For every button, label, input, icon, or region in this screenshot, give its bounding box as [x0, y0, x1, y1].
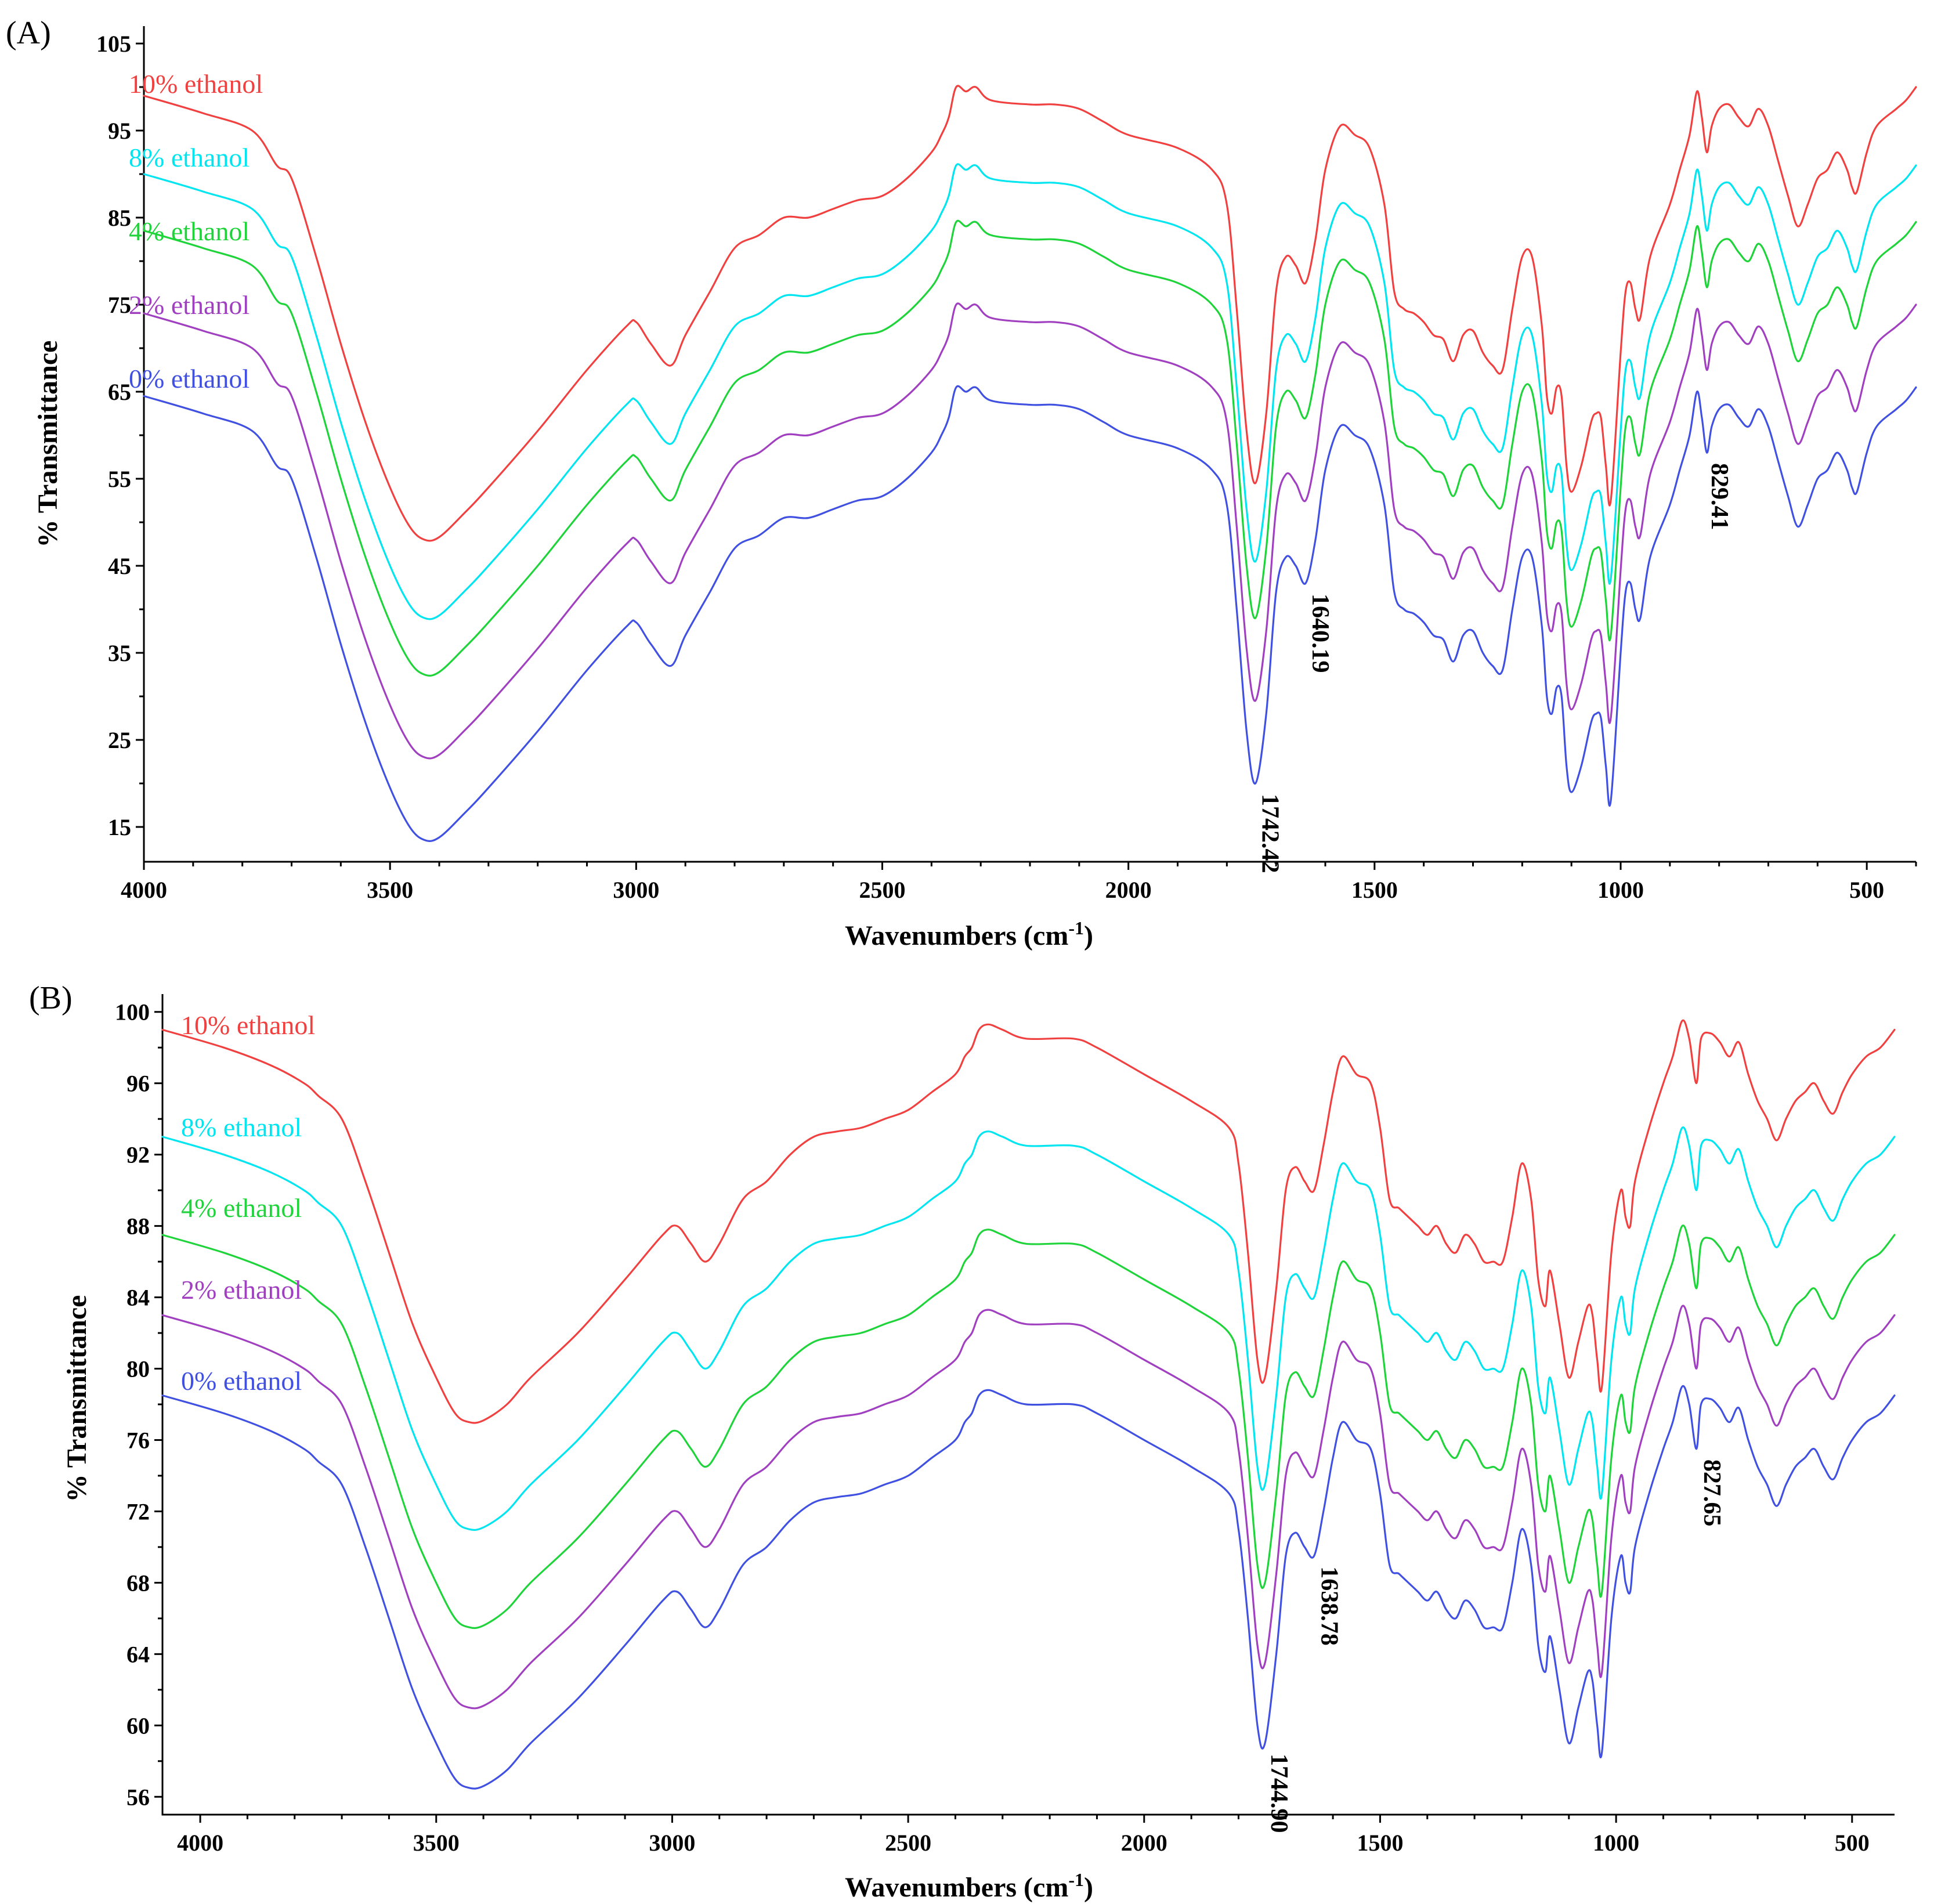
y-tick-label: 60 [126, 1712, 150, 1739]
peak-annotation: 827.65 [1698, 1459, 1725, 1527]
y-tick-label: 25 [108, 727, 131, 753]
y-tick-label: 84 [126, 1285, 150, 1311]
peak-annotation: 1638.78 [1315, 1566, 1342, 1646]
series-line-10-ethanol [143, 85, 1917, 542]
legend-label: 8% ethanol [181, 1112, 302, 1142]
x-tick-label: 4000 [121, 877, 167, 903]
legend-label: 2% ethanol [129, 290, 250, 320]
series-line-4-ethanol [161, 1224, 1896, 1630]
x-tick-label: 1000 [1597, 877, 1644, 903]
y-tick-label: 55 [108, 466, 131, 492]
x-tick-label: 2500 [859, 877, 906, 903]
series-line-4-ethanol [143, 219, 1917, 677]
x-tick-label: 4000 [177, 1830, 223, 1856]
x-tick-label: 1500 [1357, 1830, 1403, 1856]
y-tick-label: 76 [126, 1427, 150, 1453]
y-tick-label: 85 [108, 205, 131, 231]
x-tick-label: 500 [1835, 1830, 1870, 1856]
x-tick-label: 500 [1849, 877, 1884, 903]
y-tick-label: 100 [115, 999, 150, 1025]
y-tick-label: 96 [126, 1071, 150, 1097]
y-tick-label: 92 [126, 1142, 150, 1168]
y-tick-label: 72 [126, 1498, 150, 1524]
y-tick-label: 75 [108, 292, 131, 318]
series-line-0-ethanol [161, 1385, 1896, 1790]
series-line-8-ethanol [161, 1126, 1896, 1531]
series-line-10-ethanol [161, 1019, 1896, 1424]
peak-annotation: 829.41 [1706, 463, 1733, 530]
legend-label: 2% ethanol [181, 1275, 302, 1305]
x-tick-label: 3500 [367, 877, 413, 903]
axis-frame [161, 994, 1895, 1816]
x-tick-label: 1500 [1351, 877, 1398, 903]
legend-label: 10% ethanol [181, 1010, 315, 1040]
legend-label: 4% ethanol [129, 216, 250, 246]
x-tick-label: 3000 [649, 1830, 695, 1856]
x-tick-label: 3000 [613, 877, 659, 903]
x-axis-title: Wavenumbers (cm-1) [845, 1869, 1093, 1903]
panel-label: (A) [6, 15, 51, 51]
y-axis-title: % Transmittance [32, 341, 63, 548]
y-tick-label: 88 [126, 1213, 150, 1240]
y-tick-label: 56 [126, 1784, 150, 1810]
legend-label: 0% ethanol [181, 1366, 302, 1396]
legend-label: 8% ethanol [129, 143, 250, 172]
x-tick-label: 2000 [1121, 1830, 1167, 1856]
y-tick-label: 95 [108, 118, 131, 144]
peak-annotation: 1640.19 [1307, 594, 1333, 673]
y-tick-label: 35 [108, 640, 131, 666]
x-tick-label: 2500 [885, 1830, 931, 1856]
panel-b: (B) 56 60 64 68 72 76 80 84 88 92 96 100 4000 3500 3000… [29, 980, 1896, 1903]
axis-frame [143, 26, 1916, 863]
legend-label: 10% ethanol [129, 69, 263, 99]
legend-label: 4% ethanol [181, 1193, 302, 1223]
x-tick-label: 3500 [413, 1830, 460, 1856]
x-tick-label: 1000 [1593, 1830, 1639, 1856]
y-tick-label: 45 [108, 553, 131, 579]
y-tick-label: 68 [126, 1570, 150, 1596]
y-axis-title: % Transmittance [62, 1295, 92, 1502]
panel-a: (A) 15 25 35 45 55 65 75 85 95 105 4000 3500 3000 2500… [6, 15, 1917, 951]
x-tick-label: 2000 [1105, 877, 1152, 903]
y-tick-label: 65 [108, 379, 131, 405]
y-tick-label: 15 [108, 814, 131, 840]
x-axis-title: Wavenumbers (cm-1) [845, 917, 1093, 951]
series-line-2-ethanol [161, 1305, 1896, 1710]
y-tick-label: 80 [126, 1356, 150, 1382]
y-tick-label: 64 [126, 1641, 150, 1667]
series-line-8-ethanol [143, 163, 1917, 620]
legend-label: 0% ethanol [129, 364, 250, 393]
series-line-0-ethanol [143, 385, 1917, 842]
panel-label: (B) [29, 980, 73, 1016]
peak-annotation: 1742.42 [1257, 794, 1284, 873]
series-line-2-ethanol [143, 302, 1917, 760]
y-tick-label: 105 [96, 31, 131, 57]
peak-annotation: 1744.90 [1266, 1754, 1292, 1833]
